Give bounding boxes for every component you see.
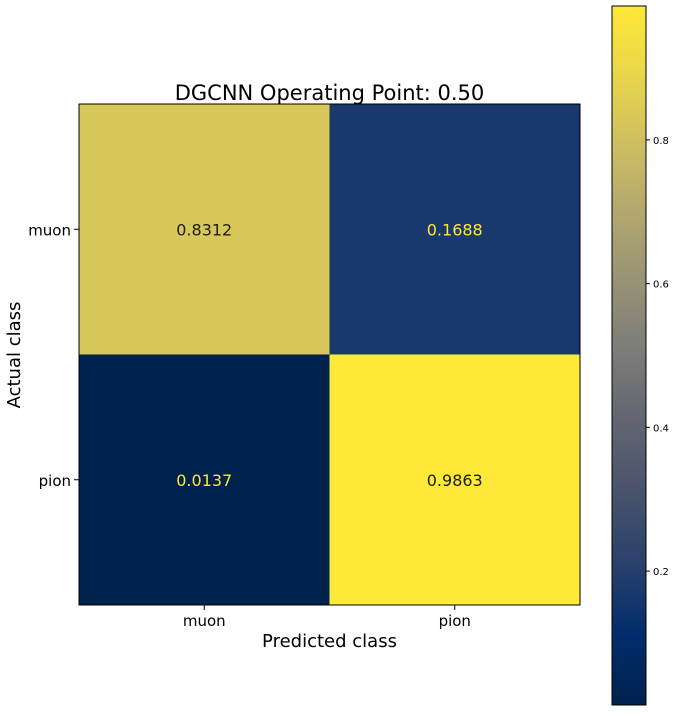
y-axis-label: Actual class	[4, 302, 25, 409]
cell-value-muon-pion: 0.1688	[427, 220, 483, 239]
colorbar-tick-label: 0.4	[653, 423, 669, 434]
y-tick-label: muon	[28, 221, 71, 239]
colorbar-ticks: 0.2 0.4 0.6 0.8	[646, 136, 669, 578]
heatmap-cell-pion-muon	[79, 354, 330, 605]
chart-title: DGCNN Operating Point: 0.50	[175, 81, 485, 105]
x-axis-label: Predicted class	[262, 631, 397, 652]
colorbar-tick-label: 0.8	[653, 136, 669, 147]
x-axis-ticks: muon pion	[183, 605, 471, 630]
cell-value-pion-pion: 0.9863	[427, 471, 483, 490]
heatmap-cell-pion-pion	[329, 354, 580, 605]
colorbar-tick-label: 0.6	[653, 280, 669, 291]
heatmap-cell-muon-muon	[79, 104, 330, 355]
heatmap-cell-muon-pion	[329, 104, 580, 355]
cell-value-pion-muon: 0.0137	[176, 471, 232, 490]
plot-frame	[78, 103, 581, 606]
y-tick-label: pion	[39, 472, 71, 490]
cell-value-muon-muon: 0.8312	[176, 220, 232, 239]
x-tick-label: muon	[183, 612, 226, 630]
y-axis-ticks: muon pion	[28, 221, 79, 490]
x-tick-label: pion	[439, 612, 471, 630]
colorbar	[611, 5, 647, 706]
heatmap-cell-labels: 0.8312 0.1688 0.0137 0.9863	[176, 220, 482, 490]
colorbar-tick-label: 0.2	[653, 567, 669, 578]
heatmap-cells	[79, 104, 580, 605]
